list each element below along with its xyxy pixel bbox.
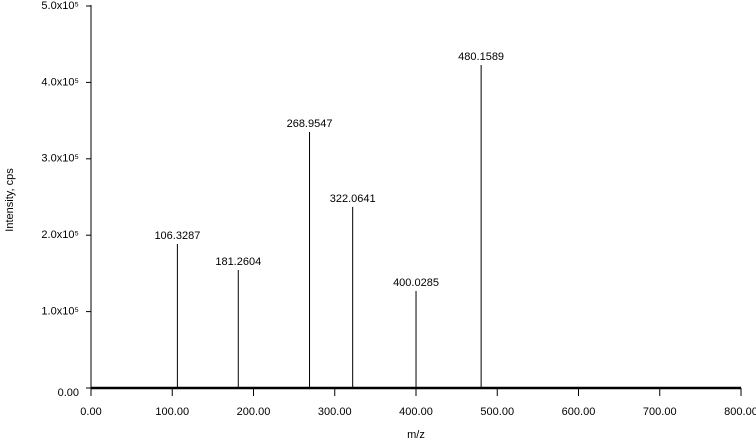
peak-label: 181.2604 xyxy=(215,256,261,268)
x-tick-label: 800.00 xyxy=(724,406,756,418)
peak-label: 268.9547 xyxy=(287,118,333,130)
x-tick-label: 500.00 xyxy=(480,406,514,418)
peak-label: 106.3287 xyxy=(154,230,200,242)
y-tick-label: 0.00 xyxy=(58,387,79,399)
peak-label: 480.1589 xyxy=(458,51,504,63)
x-tick-label: 700.00 xyxy=(643,406,677,418)
x-tick-label: 0.00 xyxy=(80,406,101,418)
y-tick-label: 1.0x10⁵ xyxy=(41,306,79,318)
y-axis-title: Intensity, cps xyxy=(4,168,16,232)
x-tick-label: 600.00 xyxy=(562,406,596,418)
y-tick-label: 3.0x10⁵ xyxy=(41,153,79,165)
peak-label: 322.0641 xyxy=(330,193,376,205)
x-tick-label: 300.00 xyxy=(318,406,352,418)
x-tick-label: 200.00 xyxy=(237,406,271,418)
y-tick-label: 2.0x10⁵ xyxy=(41,229,79,241)
peak-label: 400.0285 xyxy=(393,277,439,289)
x-tick-label: 400.00 xyxy=(399,406,433,418)
x-tick-label: 100.00 xyxy=(155,406,189,418)
y-tick-label: 4.0x10⁵ xyxy=(41,76,79,88)
y-tick-label: 5.0x10⁵ xyxy=(41,0,79,12)
x-axis-title: m/z xyxy=(407,429,425,441)
